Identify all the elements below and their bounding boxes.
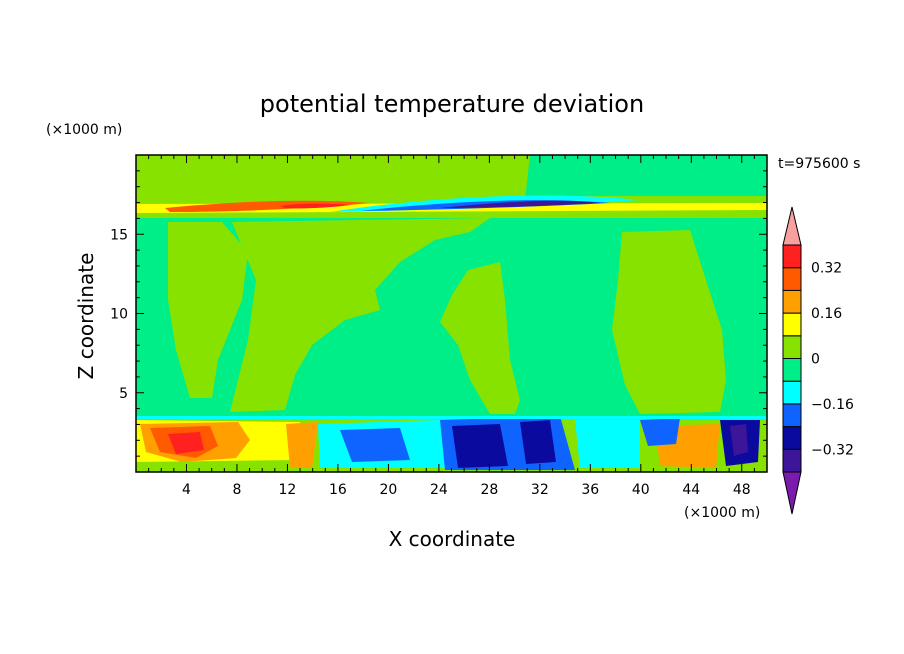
- time-label: t=975600 s: [778, 156, 860, 172]
- colorbar-tick-label: 0.16: [811, 306, 842, 322]
- colorbar-tick-label: 0: [811, 352, 820, 368]
- y-tick-label: 15: [110, 227, 128, 243]
- y-tick-label: 5: [119, 386, 128, 402]
- colorbar: 0.32 0.16 0 −0.16 −0.32: [782, 206, 854, 515]
- colorbar-min-arrow: [782, 471, 802, 515]
- x-tick-label: 12: [279, 482, 297, 498]
- colorbar-segment: [782, 448, 802, 473]
- x-tick-label: 16: [329, 482, 347, 498]
- cold-surface-center-core: [452, 424, 508, 468]
- colorbar-segment: [782, 312, 802, 337]
- x-tick-label: 40: [632, 482, 650, 498]
- hot-streak-core: [280, 203, 350, 209]
- y-axis-label: Z coordinate: [74, 253, 98, 380]
- cold-surface-center-core-2: [520, 420, 556, 464]
- colorbar-segment: [782, 358, 802, 382]
- colorbar-segment: [782, 244, 802, 269]
- plot-area: [136, 155, 767, 472]
- cold-streak-core: [440, 200, 600, 208]
- plume-small-spot: [216, 236, 228, 256]
- x-tick-label: 32: [531, 482, 549, 498]
- cold-surface-east: [640, 418, 680, 446]
- colorbar-segment: [782, 380, 802, 405]
- colorbar-tick-label: −0.32: [811, 442, 854, 458]
- plume-center: [230, 218, 490, 412]
- colorbar-max-arrow: [782, 206, 802, 246]
- colorbar-segment: [782, 403, 802, 428]
- chart-title: potential temperature deviation: [260, 90, 644, 118]
- plume-west: [168, 222, 248, 398]
- x-axis-label: X coordinate: [389, 527, 516, 551]
- colorbar-segment: [782, 267, 802, 291]
- x-tick-label: 44: [682, 482, 700, 498]
- x-tick-label: 36: [581, 482, 599, 498]
- plume-east: [612, 230, 726, 414]
- y-axis-ticks: 5 10 15: [110, 170, 767, 457]
- upper-left-band: [136, 155, 530, 200]
- hot-surface-west-peak: [168, 432, 204, 454]
- cold-surface-mid: [340, 428, 410, 462]
- plume-diagonal: [440, 262, 520, 414]
- x-tick-label: 28: [480, 482, 498, 498]
- x-tick-label: 8: [232, 482, 241, 498]
- inversion-line: [136, 416, 767, 419]
- colorbar-tick-label: −0.16: [811, 397, 854, 413]
- hot-streak-west: [165, 200, 370, 212]
- x-tick-label: 4: [182, 482, 191, 498]
- cool-surface-east-mid: [575, 420, 640, 468]
- x-tick-label: 20: [379, 482, 397, 498]
- y-tick-label: 10: [110, 307, 128, 323]
- x-tick-label: 24: [430, 482, 448, 498]
- x-axis-ticks: 4 8 12 16 20 24 28 32 36 40 44 48: [148, 155, 755, 498]
- colorbar-tick-label: 0.32: [811, 261, 842, 277]
- x-unit-label: (×1000 m): [684, 505, 760, 521]
- cold-surface-east-core: [730, 424, 748, 456]
- warm-surface-mid: [286, 422, 318, 468]
- y-unit-label: (×1000 m): [46, 122, 122, 138]
- colorbar-segment: [782, 289, 802, 314]
- colorbar-segment: [782, 335, 802, 359]
- x-tick-label: 48: [733, 482, 751, 498]
- colorbar-segment: [782, 426, 802, 450]
